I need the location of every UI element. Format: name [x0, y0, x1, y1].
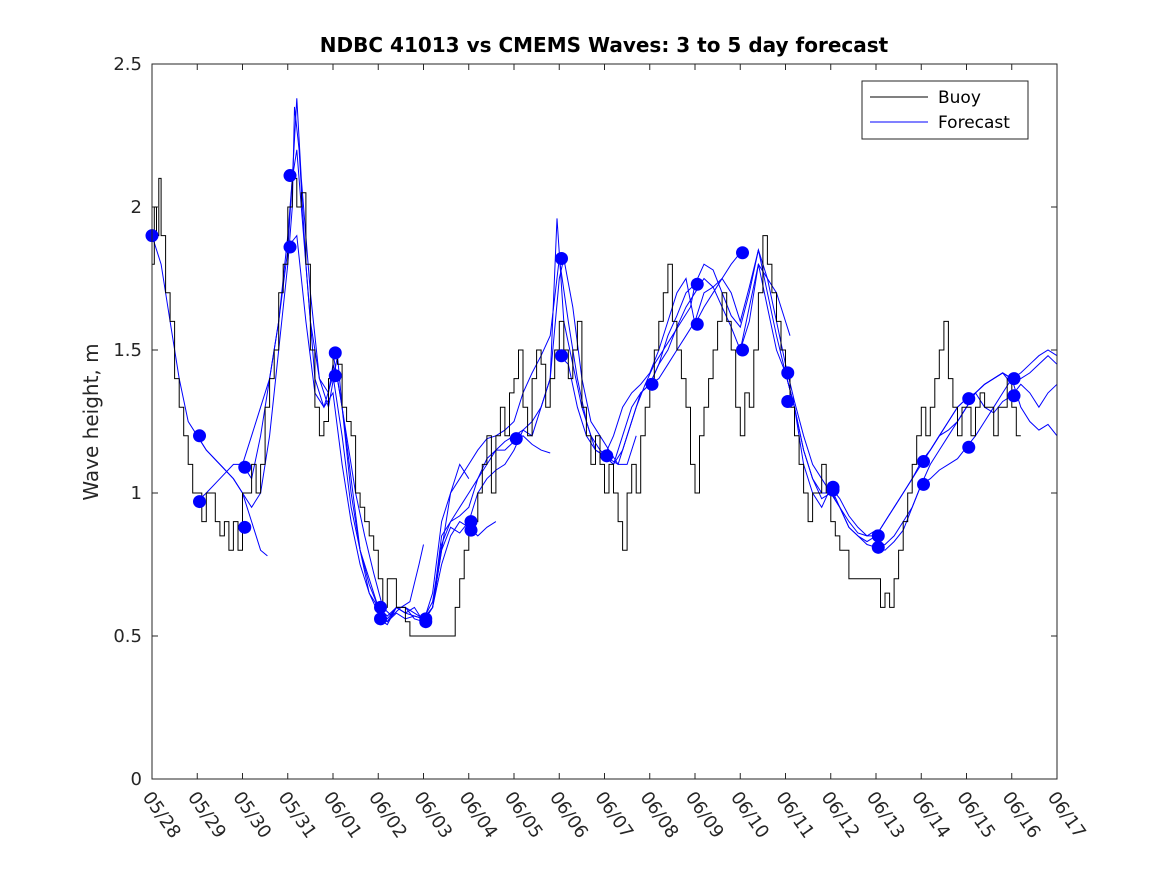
x-tick-label: 06/10: [726, 788, 773, 843]
forecast-marker: [374, 600, 388, 614]
forecast-marker: [419, 612, 433, 626]
forecast-marker: [917, 455, 931, 469]
x-tick-label: 06/05: [500, 788, 547, 843]
x-tick-label: 06/09: [681, 788, 728, 843]
y-tick-label: 2.5: [113, 54, 142, 75]
forecast-marker: [962, 440, 976, 454]
forecast-marker: [1007, 389, 1021, 403]
x-tick-label: 06/13: [862, 788, 909, 843]
x-tick-label: 06/07: [590, 788, 637, 843]
legend-box: [861, 80, 1029, 140]
forecast-series-line-14: [830, 383, 1058, 537]
y-tick-label: 1: [131, 483, 142, 504]
x-tick-label: 05/31: [274, 788, 321, 843]
forecast-marker: [238, 520, 252, 534]
forecast-marker: [600, 449, 614, 463]
y-tick-label: 0.5: [113, 626, 142, 647]
legend-label-forecast: Forecast: [938, 113, 1010, 133]
forecast-marker: [736, 246, 750, 260]
y-tick-label: 1.5: [113, 340, 142, 361]
forecast-marker: [962, 392, 976, 406]
forecast-marker: [690, 277, 704, 291]
forecast-marker: [374, 612, 388, 626]
x-tick-label: 06/02: [364, 788, 411, 843]
x-tick-label: 06/15: [952, 788, 999, 843]
legend-label-buoy: Buoy: [938, 88, 981, 108]
x-tick-label: 05/28: [138, 788, 185, 843]
forecast-marker: [283, 169, 297, 183]
forecast-marker: [555, 349, 569, 363]
forecast-marker: [193, 429, 207, 443]
chart-title: NDBC 41013 vs CMEMS Waves: 3 to 5 day fo…: [320, 33, 889, 57]
plot-area: [152, 64, 1057, 779]
forecast-marker: [238, 460, 252, 474]
x-tick-label: 06/08: [636, 788, 683, 843]
forecast-marker: [328, 346, 342, 360]
x-tick-label: 06/03: [409, 788, 456, 843]
legend: Buoy Forecast: [861, 80, 1029, 140]
x-tick-label: 06/14: [907, 788, 954, 843]
x-tick-label: 05/30: [228, 788, 275, 843]
forecast-marker: [917, 477, 931, 491]
plot-frame: [151, 63, 1058, 780]
x-tick-label: 06/11: [771, 788, 818, 843]
x-tick-label: 06/17: [1043, 788, 1090, 843]
forecast-marker: [690, 317, 704, 331]
forecast-marker: [781, 366, 795, 380]
forecast-marker: [509, 432, 523, 446]
forecast-marker: [781, 394, 795, 408]
forecast-marker: [283, 240, 297, 254]
forecast-marker: [645, 377, 659, 391]
forecast-series-line-6: [332, 258, 637, 620]
y-axis-ticks: 0 0.5 1 1.5 2 2.5: [113, 54, 1057, 790]
x-tick-label: 06/12: [817, 788, 864, 843]
x-tick-label: 06/16: [998, 788, 1045, 843]
forecast-series-line-11: [649, 249, 881, 537]
forecast-marker: [464, 523, 478, 537]
x-tick-label: 05/29: [183, 788, 230, 843]
x-tick-label: 06/04: [455, 788, 502, 843]
forecast-marker: [1007, 372, 1021, 386]
x-tick-label: 06/01: [319, 788, 366, 843]
forecast-marker: [555, 251, 569, 265]
forecast-marker: [193, 495, 207, 509]
forecast-marker: [871, 540, 885, 554]
plot-markers: [145, 169, 1021, 629]
y-tick-label: 0: [131, 769, 142, 790]
forecast-marker: [871, 529, 885, 543]
forecast-marker: [736, 343, 750, 357]
forecast-series-line-7: [378, 218, 696, 626]
forecast-marker: [328, 369, 342, 383]
forecast-series-line-16: [920, 355, 1058, 462]
forecast-marker: [826, 483, 840, 497]
x-tick-label: 06/06: [545, 788, 592, 843]
buoy-series-line: [152, 177, 1021, 637]
y-axis-label: Wave height, m: [79, 343, 103, 500]
y-tick-label: 2: [131, 197, 142, 218]
